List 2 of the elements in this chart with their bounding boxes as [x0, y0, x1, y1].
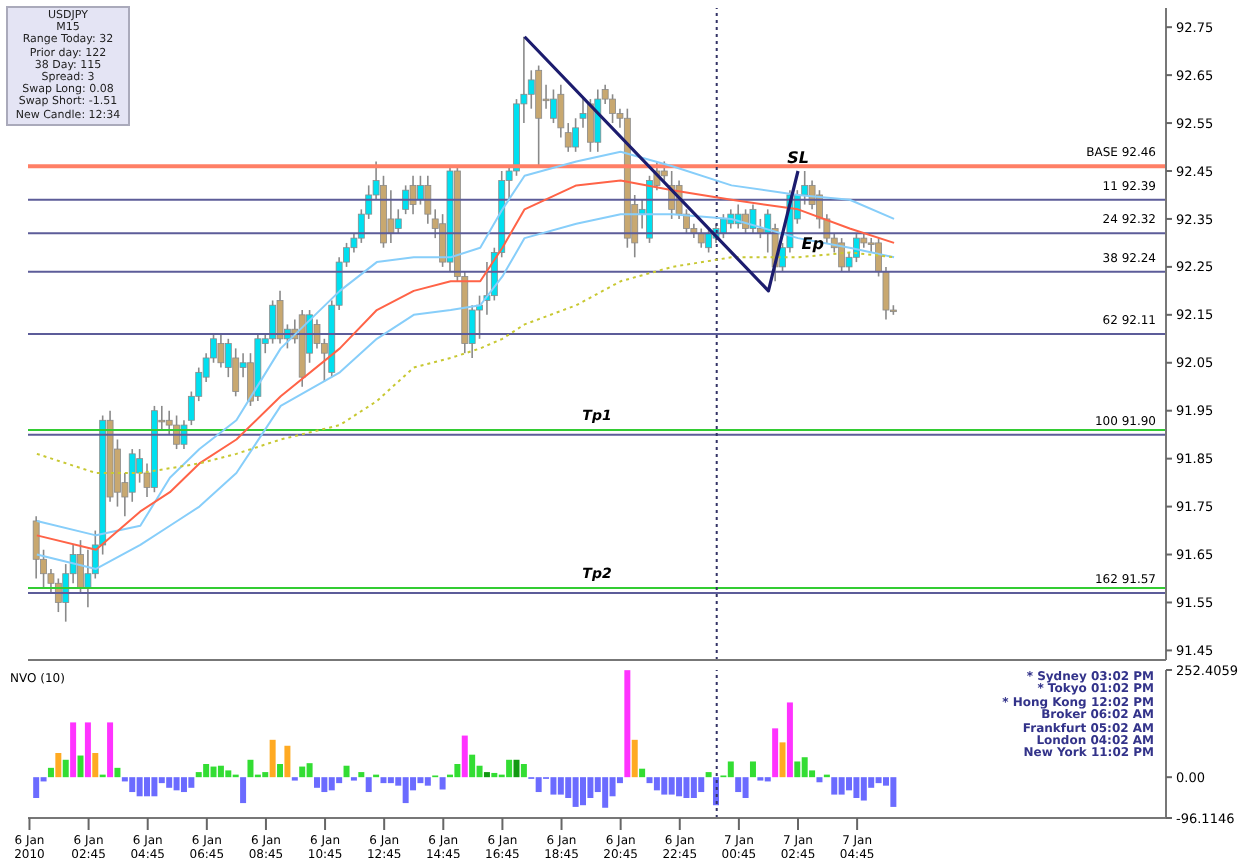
annotation: Ep: [801, 235, 825, 254]
annotation: SL: [787, 149, 809, 167]
